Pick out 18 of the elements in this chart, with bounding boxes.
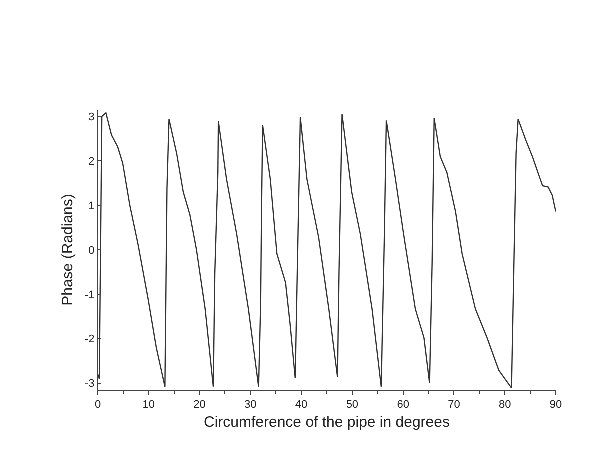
y-tick-label: -1 — [85, 289, 95, 302]
x-tick-label: 10 — [142, 399, 156, 412]
x-tick-label: 90 — [550, 399, 562, 412]
y-tick-label: 2 — [88, 156, 95, 168]
x-tick-label: 30 — [244, 399, 257, 412]
y-tick-label: 1 — [88, 200, 95, 212]
x-tick-label: 50 — [346, 399, 359, 412]
x-tick-label: 20 — [194, 399, 206, 412]
y-tick-label: 0 — [88, 244, 95, 257]
x-axis-title: Circumference of the pipe in degrees — [204, 414, 450, 432]
y-tick-label: -3 — [85, 378, 95, 390]
y-axis-title: Phase (Radians) — [59, 194, 76, 306]
y-tick-label: -2 — [85, 334, 95, 346]
x-tick-label: 70 — [448, 399, 460, 412]
x-tick-label: 80 — [498, 399, 512, 412]
x-tick-label: 60 — [397, 399, 410, 412]
y-tick-label: 3 — [88, 112, 95, 124]
x-tick-label: 40 — [295, 399, 308, 412]
